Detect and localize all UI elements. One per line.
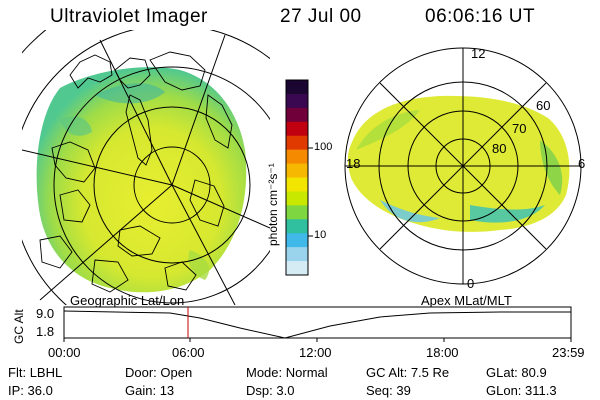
y-tick-1-8: 1.8 bbox=[36, 324, 55, 339]
status-ip: IP: 36.0 bbox=[8, 383, 53, 398]
colorbar-swatches bbox=[286, 80, 308, 276]
colorbar-swatch bbox=[286, 177, 308, 192]
mlt-label-6: 6 bbox=[578, 156, 586, 171]
colorbar-swatch bbox=[286, 80, 308, 95]
y-tick-9: 9.0 bbox=[36, 306, 55, 321]
colorbar-tick-10: 10 bbox=[314, 229, 327, 241]
status-seq: Seq: 39 bbox=[366, 383, 411, 398]
x-tick-1200: 12:00 bbox=[299, 345, 332, 360]
status-flt: Flt: LBHL bbox=[8, 365, 63, 380]
coastlines bbox=[39, 51, 233, 293]
status-glat: GLat: 80.9 bbox=[486, 365, 547, 380]
polar-grid bbox=[344, 47, 582, 285]
geo-grid bbox=[22, 30, 270, 305]
status-glon: GLon: 311.3 bbox=[486, 383, 557, 398]
mlat-label-80: 80 bbox=[492, 141, 507, 156]
colorbar-swatch bbox=[286, 107, 308, 123]
mlt-label-0: 0 bbox=[467, 276, 475, 291]
mlat-label-60: 60 bbox=[536, 98, 551, 113]
colorbar-swatch bbox=[286, 163, 308, 178]
colorbar-swatch bbox=[286, 205, 308, 220]
colorbar-tick-100: 100 bbox=[314, 141, 333, 153]
colorbar-swatch bbox=[286, 261, 308, 276]
x-ticks bbox=[63, 338, 572, 342]
status-mode: Mode: Normal bbox=[246, 365, 328, 380]
x-tick-2359: 23:59 bbox=[552, 345, 585, 360]
apex-coords-label: Apex MLat/MLT bbox=[421, 293, 512, 308]
x-tick-1800: 18:00 bbox=[426, 345, 459, 360]
colorbar-swatch bbox=[286, 135, 308, 151]
mlt-label-12: 12 bbox=[471, 46, 486, 61]
polar-emission bbox=[347, 95, 570, 232]
status-dsp: Dsp: 3.0 bbox=[246, 383, 295, 398]
status-gain: Gain: 13 bbox=[125, 383, 175, 398]
colorbar-swatch bbox=[286, 219, 308, 234]
altitude-curve bbox=[63, 310, 571, 339]
mlat-label-70: 70 bbox=[512, 121, 527, 136]
geographic-coords-label: Geographic Lat/Lon bbox=[70, 293, 185, 308]
colorbar-swatch bbox=[286, 93, 308, 109]
colorbar-swatch bbox=[286, 149, 308, 165]
date-label: 27 Jul 00 bbox=[280, 6, 362, 27]
instrument-title: Ultraviolet Imager bbox=[50, 6, 208, 27]
x-tick-0000: 00:00 bbox=[48, 345, 81, 360]
status-gc-alt: GC Alt: 7.5 Re bbox=[366, 365, 450, 380]
time-label: 06:06:16 UT bbox=[425, 6, 536, 27]
mlt-label-18: 18 bbox=[346, 156, 361, 171]
colorbar-swatch bbox=[286, 121, 308, 137]
colorbar-swatch bbox=[286, 247, 308, 262]
status-door: Door: Open bbox=[125, 365, 193, 380]
colorbar-swatch bbox=[286, 191, 308, 206]
x-tick-0600: 06:00 bbox=[172, 345, 205, 360]
colorbar-swatch bbox=[286, 233, 308, 248]
